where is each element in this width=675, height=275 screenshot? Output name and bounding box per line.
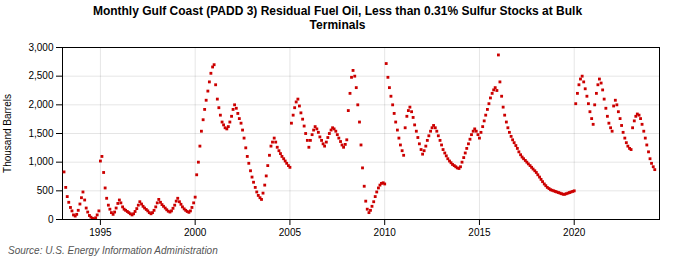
svg-text:2015: 2015 bbox=[468, 226, 491, 237]
svg-text:1995: 1995 bbox=[89, 226, 112, 237]
svg-text:2000: 2000 bbox=[184, 226, 207, 237]
svg-text:2010: 2010 bbox=[374, 226, 397, 237]
svg-text:3,000: 3,000 bbox=[28, 41, 53, 52]
svg-text:2020: 2020 bbox=[563, 226, 586, 237]
svg-text:2,000: 2,000 bbox=[28, 99, 53, 110]
svg-text:1,000: 1,000 bbox=[28, 156, 53, 167]
html-text:Monthly Gulf Coast (PADD 3) Re: Monthly Gulf Coast (PADD 3) Residual Fue… bbox=[92, 4, 583, 33]
svg-text:Thousand Barrels: Thousand Barrels bbox=[2, 94, 13, 173]
svg-text:0: 0 bbox=[48, 213, 54, 224]
html-text:Source: U.S. Energy Informatio: Source: U.S. Energy Information Administ… bbox=[8, 244, 218, 256]
svg-text:500: 500 bbox=[37, 185, 54, 196]
svg-text:2,500: 2,500 bbox=[28, 70, 53, 81]
svg-text:1,500: 1,500 bbox=[28, 127, 53, 138]
svg-text:2005: 2005 bbox=[279, 226, 302, 237]
